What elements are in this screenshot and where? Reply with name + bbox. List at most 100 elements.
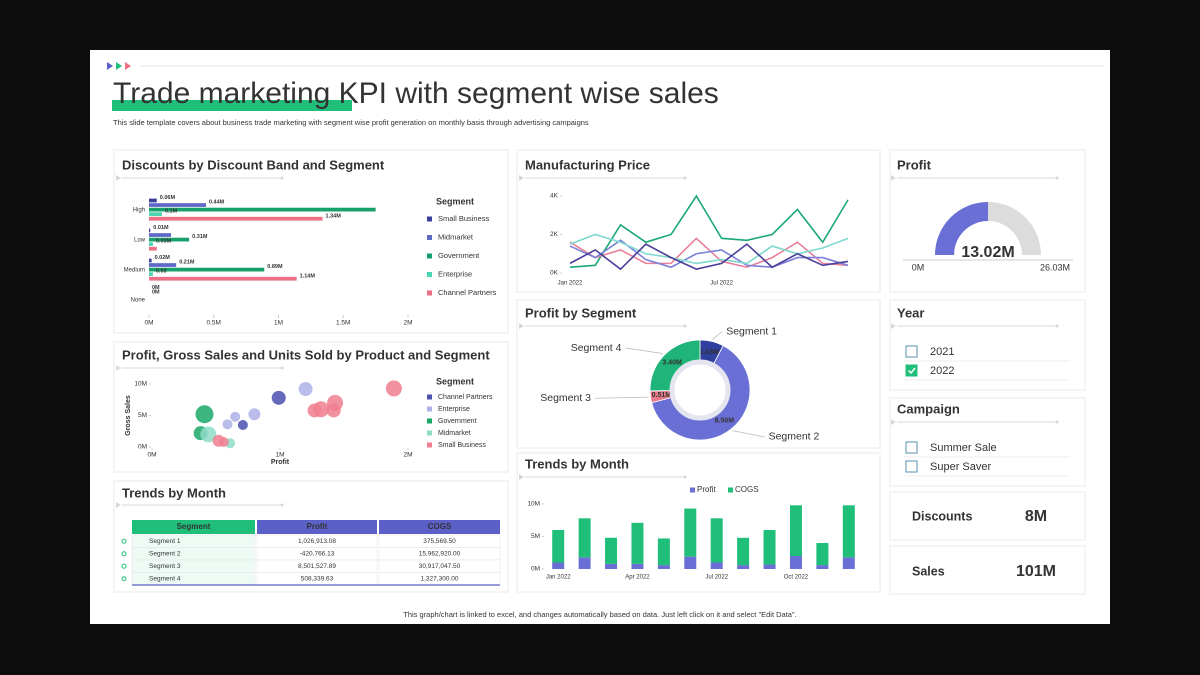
- page-subtitle: This slide template covers about busines…: [113, 118, 589, 127]
- x-tick-label: 0.5M: [207, 320, 221, 327]
- bar-segment: [631, 522, 644, 564]
- value-label: 0.03: [156, 269, 167, 275]
- slice-label: Segment 4: [571, 342, 622, 354]
- bar: [149, 233, 172, 237]
- title-rule-dot: [280, 176, 284, 180]
- y-tick-label: 0K: [550, 270, 559, 277]
- leader-line: [595, 396, 649, 399]
- value-label: 0.21M: [179, 260, 195, 266]
- card-title: Year: [897, 305, 924, 320]
- bar-segment: [605, 537, 618, 564]
- table-header: Profit: [307, 522, 328, 531]
- value-label: 0.06M: [160, 195, 176, 201]
- title-rule-arrow: [519, 175, 524, 181]
- bubble: [200, 426, 217, 443]
- card-title: Discounts by Discount Band and Segment: [122, 157, 385, 172]
- bar-segment: [737, 537, 750, 566]
- table-header-cell: [132, 520, 255, 534]
- filter-option[interactable]: 2021: [930, 346, 954, 358]
- table-cell-text: 8,501,527.89: [298, 563, 336, 570]
- checkbox[interactable]: [905, 364, 918, 377]
- slice-label: Segment 3: [540, 392, 591, 404]
- bar: [149, 216, 323, 221]
- table-cell-text: Segment 1: [149, 538, 181, 545]
- legend-swatch: [690, 487, 695, 493]
- title-rule-dot: [1055, 420, 1059, 424]
- line: [569, 243, 849, 271]
- filter-option[interactable]: Summer Sale: [930, 442, 997, 454]
- table-cell-text: Segment 2: [149, 550, 181, 557]
- legend-label: Government: [438, 418, 477, 425]
- title-rule-dot: [683, 176, 687, 180]
- bar-segment: [552, 530, 565, 563]
- table-header-cell: [379, 520, 500, 534]
- value-label: 0.51M: [652, 392, 672, 399]
- row-marker: [121, 538, 127, 544]
- legend-title: Segment: [436, 196, 474, 206]
- filter-option[interactable]: 2022: [930, 365, 954, 377]
- filter-option[interactable]: Super Saver: [930, 461, 991, 473]
- bubble: [237, 419, 248, 430]
- bar-segment: [789, 505, 802, 556]
- y-tick-label: Medium: [124, 268, 145, 274]
- legend-swatch: [427, 406, 432, 412]
- bar-segment: [684, 556, 697, 569]
- bar-segment: [552, 562, 565, 569]
- legend-swatch: [427, 430, 432, 436]
- bubble: [230, 411, 241, 422]
- table-cell-text: 1,026,913.08: [298, 538, 336, 545]
- line: [569, 237, 849, 269]
- bar-segment: [816, 543, 829, 566]
- legend-label: Channel Partners: [438, 288, 497, 297]
- bubble: [218, 436, 229, 447]
- title-rule-dot: [280, 503, 284, 507]
- slice-label: Segment 2: [769, 431, 820, 443]
- card-title: Manufacturing Price: [525, 157, 650, 172]
- x-tick-label: 1M: [275, 452, 284, 459]
- legend-label: Government: [438, 251, 480, 260]
- x-tick-label: Apr 2022: [625, 575, 650, 581]
- x-tick-label: 0M: [144, 320, 153, 327]
- bar: [149, 276, 297, 281]
- table-cell-text: 508,339.63: [301, 575, 334, 582]
- legend-swatch: [427, 418, 432, 424]
- kpi-value: 101M: [1016, 563, 1056, 580]
- value-label: 1.34M: [326, 213, 342, 219]
- bar: [149, 207, 376, 212]
- y-tick-label: 5M: [138, 412, 147, 419]
- table-header: Segment: [177, 522, 211, 531]
- check-mark: [907, 367, 916, 375]
- value-label: 0.44M: [209, 200, 225, 206]
- leader-line: [712, 331, 723, 340]
- checkbox[interactable]: [905, 441, 918, 454]
- table-cell-text: Segment 4: [149, 575, 181, 582]
- y-tick-label: 10M: [527, 501, 540, 508]
- value-label: 0.89M: [267, 264, 283, 270]
- y-tick-label: 5M: [531, 533, 540, 540]
- x-tick-label: 1M: [274, 320, 283, 327]
- card-title: Profit, Gross Sales and Units Sold by Pr…: [122, 347, 490, 362]
- bubble: [271, 390, 286, 405]
- legend-label: Small Business: [438, 442, 486, 449]
- checkbox[interactable]: [905, 460, 918, 473]
- title-rule-dot: [1055, 324, 1059, 328]
- value-label: 0M: [152, 290, 160, 296]
- title-rule-dot: [280, 366, 284, 370]
- value-label: 8.50M: [715, 417, 735, 424]
- bar: [149, 198, 157, 203]
- bar-segment: [578, 518, 591, 558]
- kpi-label: Sales: [912, 564, 945, 578]
- table-cell-text: -420,766.13: [300, 550, 335, 557]
- legend-label: Midmarket: [438, 430, 471, 437]
- value-label: 0M: [152, 285, 160, 291]
- checkbox[interactable]: [905, 345, 918, 358]
- bar-segment: [605, 563, 618, 569]
- title-rule-arrow: [116, 175, 121, 181]
- bar-segment: [657, 538, 670, 566]
- legend-swatch: [427, 272, 432, 277]
- bar: [149, 212, 162, 217]
- bar: [149, 263, 177, 267]
- bar-segment: [737, 565, 750, 569]
- legend-swatch: [427, 216, 432, 222]
